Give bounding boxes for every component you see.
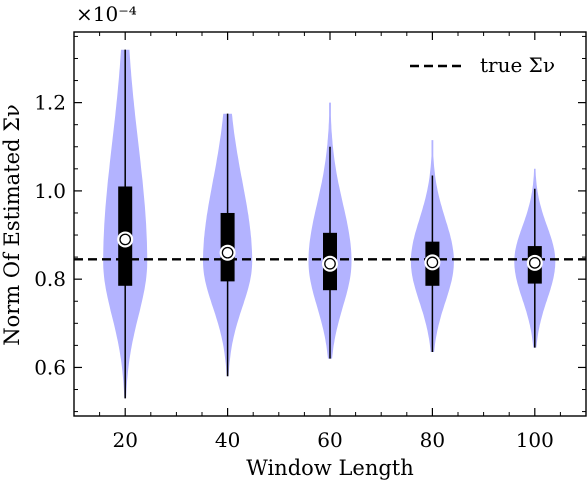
x-tick-label: 40 [215, 428, 240, 452]
boxes-layer [117, 49, 543, 399]
ticks-layer: 0.6 0.8 1.0 1.2 20 40 60 80 100 [34, 32, 587, 452]
y-axis-label: Norm Of Estimated Σν [0, 104, 24, 346]
x-tick-label: 80 [420, 428, 445, 452]
x-tick-label: 100 [516, 428, 554, 452]
y-tick-label: 1.0 [34, 179, 66, 203]
x-axis-label: Window Length [246, 456, 414, 480]
median-ring-80 [426, 256, 439, 269]
x-tick-label: 60 [317, 428, 342, 452]
x-tick-label: 20 [112, 428, 137, 452]
y-exponent-label: ×10⁻⁴ [76, 2, 137, 26]
legend-label: true Σν [480, 53, 555, 77]
legend: true Σν [410, 53, 555, 77]
y-tick-label: 0.8 [34, 267, 66, 291]
median-ring-100 [528, 256, 541, 269]
median-ring-60 [324, 257, 336, 270]
y-tick-label: 0.6 [34, 355, 66, 379]
median-ring-40 [221, 246, 234, 259]
median-ring-20 [119, 233, 132, 246]
y-tick-label: 1.2 [34, 91, 66, 115]
